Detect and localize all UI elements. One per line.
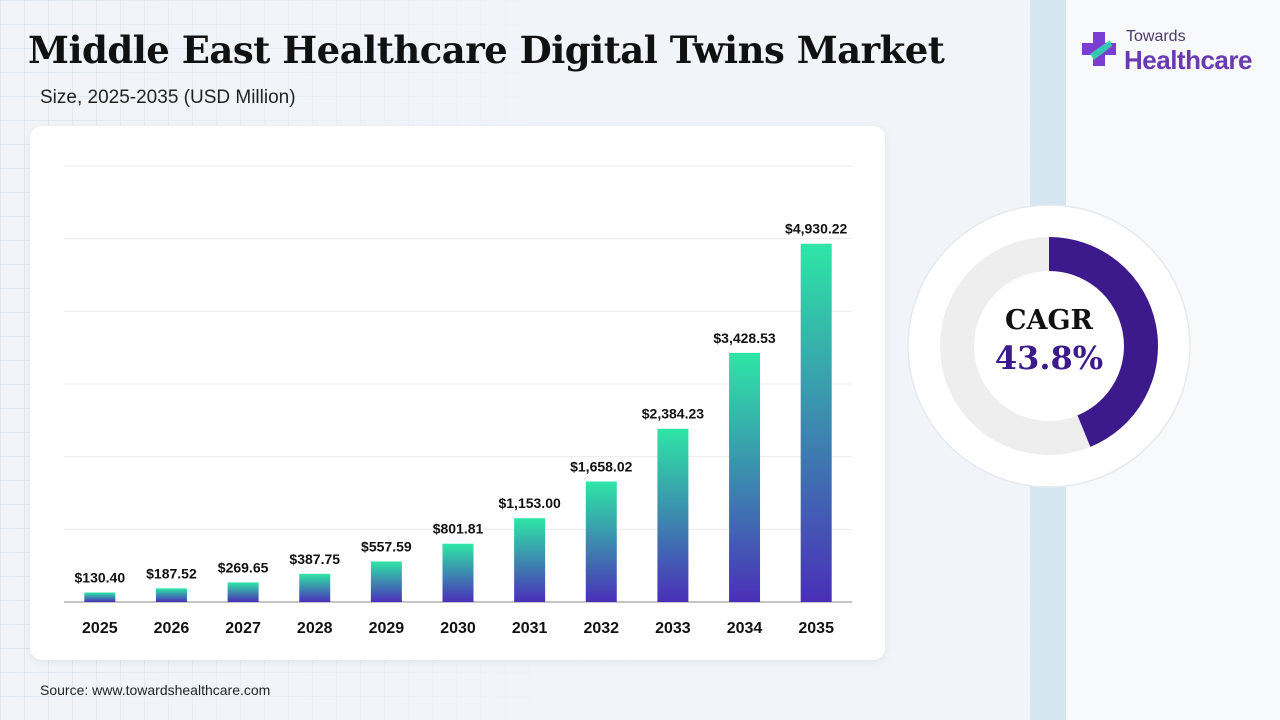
- bar-2027: [227, 582, 259, 602]
- bar-2031: [514, 518, 546, 602]
- bar-2026: [155, 588, 187, 602]
- x-tick-label-2035: 2035: [798, 620, 834, 637]
- bar-2028: [299, 573, 331, 602]
- cagr-label: CAGR: [1005, 305, 1093, 336]
- source-note: Source: www.towardshealthcare.com: [40, 682, 271, 698]
- cagr-donut: CAGR 43.8%: [906, 203, 1192, 489]
- chart-subtitle: Size, 2025-2035 (USD Million): [40, 87, 296, 108]
- x-tick-label-2029: 2029: [369, 620, 405, 637]
- bar-2034: [729, 352, 761, 602]
- logo-text-bottom: Healthcare: [1124, 45, 1252, 75]
- data-label-2028: $387.75: [289, 551, 340, 567]
- data-label-2026: $187.52: [146, 565, 197, 581]
- data-label-2034: $3,428.53: [713, 330, 775, 346]
- logo-text-top: Towards: [1126, 28, 1186, 45]
- bar-2035: [800, 243, 832, 602]
- bar-2033: [657, 428, 689, 602]
- x-tick-label-2027: 2027: [225, 620, 261, 637]
- bar-2032: [585, 481, 617, 602]
- bar-2029: [370, 561, 402, 602]
- bar-chart: $130.40 2025 $187.52 2026 $269.65 2027 $387.75…: [64, 165, 852, 637]
- x-tick-label-2030: 2030: [440, 620, 476, 637]
- data-label-2029: $557.59: [361, 538, 412, 554]
- bar-2030: [442, 543, 474, 602]
- data-label-2025: $130.40: [75, 570, 126, 586]
- bar-2025: [84, 592, 116, 602]
- data-label-2031: $1,153.00: [498, 495, 560, 511]
- x-tick-label-2034: 2034: [727, 620, 763, 637]
- medical-cross-icon: [1082, 32, 1116, 66]
- data-label-2027: $269.65: [218, 559, 269, 575]
- data-label-2030: $801.81: [433, 521, 484, 537]
- x-tick-label-2028: 2028: [297, 620, 333, 637]
- data-label-2033: $2,384.23: [642, 406, 704, 422]
- x-tick-label-2031: 2031: [512, 620, 548, 637]
- x-tick-label-2026: 2026: [154, 620, 190, 637]
- cagr-value: 43.8%: [995, 339, 1103, 377]
- data-label-2032: $1,658.02: [570, 459, 632, 475]
- chart-card: $130.40 2025 $187.52 2026 $269.65 2027 $387.75…: [30, 126, 885, 660]
- brand-logo: Towards Healthcare: [1080, 28, 1270, 78]
- x-tick-label-2032: 2032: [583, 620, 619, 637]
- chart-title: Middle East Healthcare Digital Twins Mar…: [28, 28, 945, 72]
- cagr-arc: [1048, 237, 1158, 447]
- cagr-donut-graphic: CAGR 43.8%: [907, 204, 1191, 488]
- x-tick-label-2033: 2033: [655, 620, 691, 637]
- x-tick-label-2025: 2025: [82, 620, 118, 637]
- data-label-2035: $4,930.22: [785, 221, 847, 237]
